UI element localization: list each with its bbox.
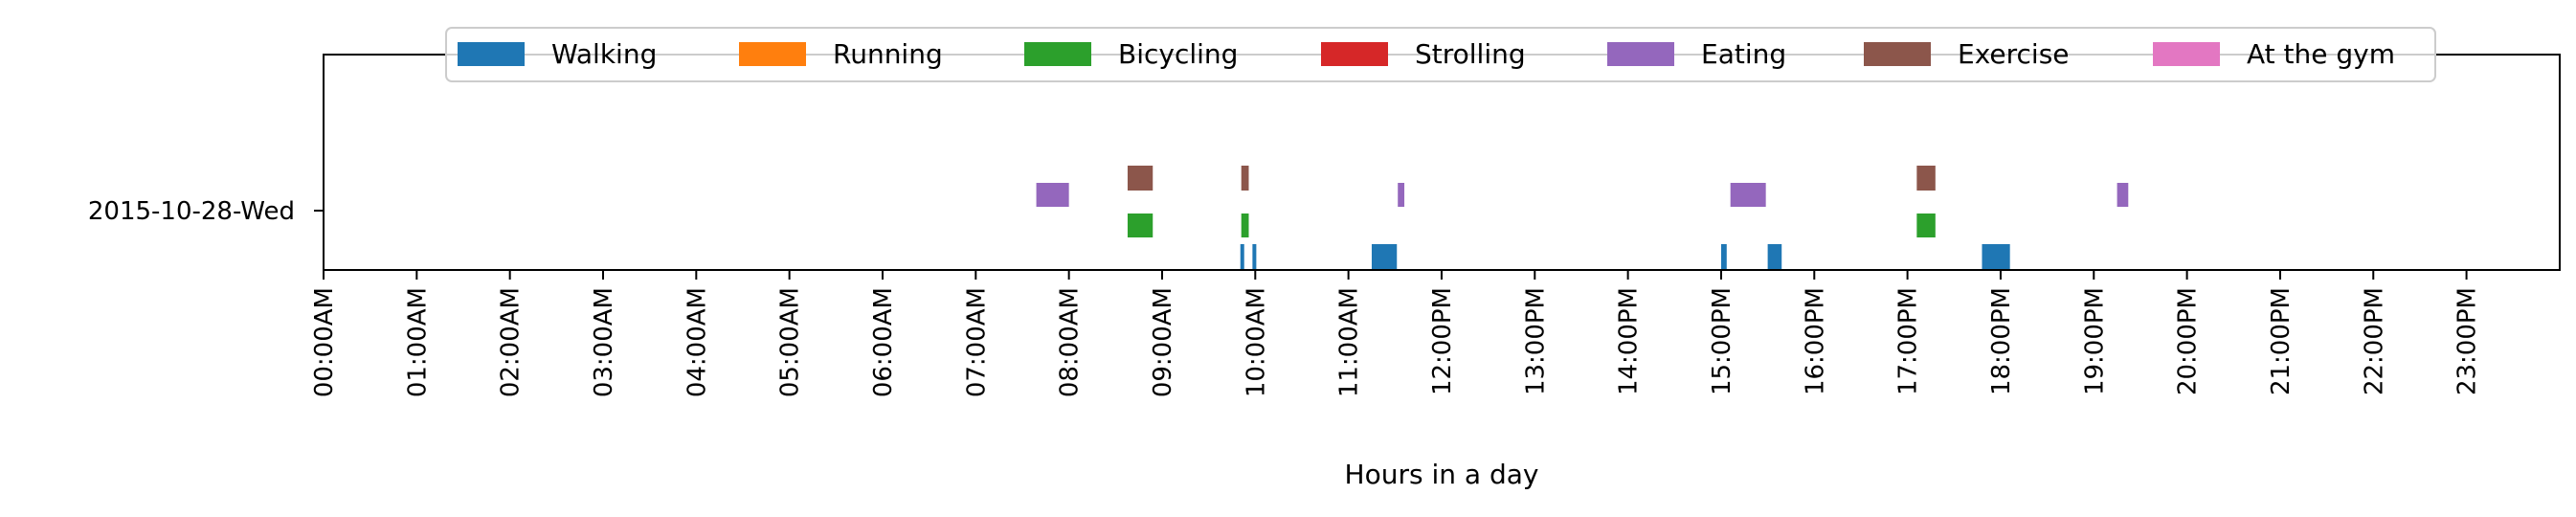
legend-label: Exercise: [1958, 38, 2070, 70]
legend-item-exercise: Exercise: [1864, 38, 2070, 70]
y-axis: 2015-10-28-Wed: [88, 197, 324, 226]
x-tick-label: 04:00AM: [683, 287, 711, 397]
x-tick-label: 00:00AM: [310, 287, 339, 397]
legend-swatch: [2153, 42, 2220, 66]
x-tick-label: 08:00AM: [1056, 287, 1085, 397]
x-tick-label: 21:00PM: [2267, 287, 2296, 395]
segment-eating: [1398, 183, 1405, 207]
x-tick-label: 07:00AM: [962, 287, 991, 397]
plot-marks: [1036, 166, 2129, 269]
x-tick-label: 12:00PM: [1428, 287, 1457, 395]
x-axis-label: Hours in a day: [1345, 459, 1539, 490]
x-tick-label: 03:00AM: [590, 287, 618, 397]
legend-swatch: [1321, 42, 1388, 66]
x-tick-label: 18:00PM: [1987, 287, 2016, 395]
segment-eating: [2117, 183, 2129, 207]
legend-item-bicycling: Bicycling: [1024, 38, 1238, 70]
legend-item-walking: Walking: [458, 38, 657, 70]
x-tick-label: 13:00PM: [1521, 287, 1550, 395]
legend: Walking Running Bicycling Strolling Eating Ex…: [445, 27, 2436, 82]
x-tick-label: 01:00AM: [403, 287, 432, 397]
legend-label: Walking: [551, 38, 657, 70]
x-tick-label: 02:00AM: [497, 287, 526, 397]
x-axis: 00:00AM 01:00AM 02:00AM 03:00AM 04:00AM 05:00…: [310, 270, 2482, 397]
axes-frame: [323, 54, 2561, 271]
legend-label: Strolling: [1415, 38, 1526, 70]
segment-bicycling: [1241, 214, 1249, 237]
x-tick-label: 09:00AM: [1149, 287, 1177, 397]
x-tick-label: 06:00AM: [869, 287, 898, 397]
segment-exercise: [1916, 166, 1936, 191]
x-tick-label: 11:00AM: [1335, 287, 1364, 397]
legend-swatch: [739, 42, 806, 66]
segment-walking: [1767, 244, 1782, 269]
legend-item-eating: Eating: [1607, 38, 1786, 70]
x-tick-label: 17:00PM: [1894, 287, 1923, 395]
segment-walking: [1252, 244, 1257, 269]
x-tick-label: 05:00AM: [776, 287, 805, 397]
legend-swatch: [1607, 42, 1674, 66]
legend-item-strolling: Strolling: [1321, 38, 1526, 70]
segment-exercise: [1127, 166, 1154, 191]
segment-eating: [1036, 183, 1069, 207]
legend-item-running: Running: [739, 38, 943, 70]
segment-bicycling: [1916, 214, 1936, 237]
x-tick-label: 19:00PM: [2080, 287, 2109, 395]
legend-label: Bicycling: [1118, 38, 1238, 70]
y-tick-label: 2015-10-28-Wed: [88, 197, 295, 226]
segment-bicycling: [1127, 214, 1154, 237]
legend-swatch: [1024, 42, 1091, 66]
segment-eating: [1730, 183, 1766, 207]
x-tick-label: 23:00PM: [2453, 287, 2482, 395]
segment-walking: [1982, 244, 2010, 269]
x-tick-label: 14:00PM: [1615, 287, 1644, 395]
x-tick-label: 16:00PM: [1801, 287, 1829, 395]
legend-label: At the gym: [2247, 38, 2395, 70]
legend-item-at-the-gym: At the gym: [2153, 38, 2395, 70]
legend-label: Eating: [1701, 38, 1786, 70]
x-tick-label: 22:00PM: [2360, 287, 2388, 395]
legend-label: Running: [833, 38, 943, 70]
legend-swatch: [1864, 42, 1931, 66]
x-tick-label: 15:00PM: [1708, 287, 1736, 395]
x-tick-label: 10:00AM: [1242, 287, 1270, 397]
x-tick-label: 20:00PM: [2174, 287, 2203, 395]
segment-walking: [1371, 244, 1398, 269]
legend-frame: [445, 27, 2436, 82]
legend-swatch: [458, 42, 525, 66]
segment-walking: [1240, 244, 1244, 269]
segment-exercise: [1241, 166, 1249, 191]
segment-walking: [1720, 244, 1727, 269]
